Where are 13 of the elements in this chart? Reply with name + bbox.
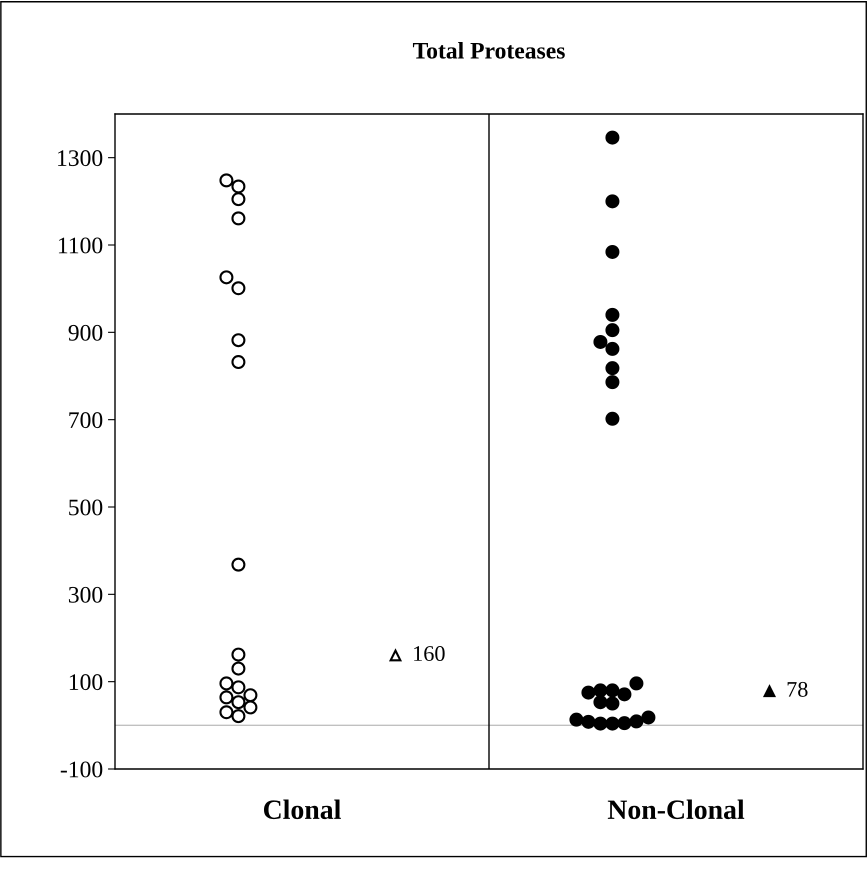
y-tick-label: 900: [68, 324, 102, 341]
data-label: 160: [414, 646, 445, 662]
y-tick-label: 500: [69, 499, 102, 516]
y-tick-label: 700: [69, 412, 102, 428]
x-tick-label: Clonal: [264, 800, 341, 820]
y-tick-label: 1300: [58, 150, 102, 166]
y-tick-label: 1100: [58, 237, 102, 254]
chart-title: Total Proteases: [412, 42, 565, 59]
y-tick-label: 300: [68, 586, 102, 603]
data-label: 78: [788, 682, 808, 697]
y-tick-label: 100: [70, 674, 102, 690]
y-tick-label: -100: [60, 761, 102, 778]
x-tick-label: Non-Clonal: [608, 800, 744, 820]
